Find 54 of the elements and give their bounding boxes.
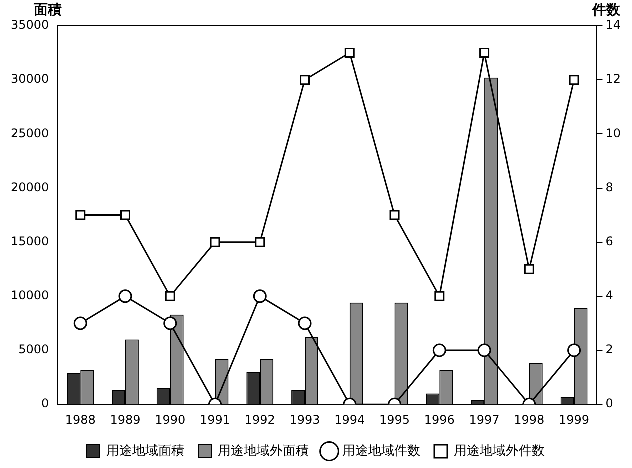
- y2-tick-label: 14: [606, 18, 622, 32]
- y2-tick-label: 8: [606, 180, 614, 194]
- point: [434, 291, 445, 302]
- y-tick-label: 20000: [10, 180, 50, 194]
- point: [253, 290, 267, 304]
- y-tick-label: 15000: [10, 234, 50, 248]
- point: [118, 290, 132, 304]
- y-tick-label: 0: [42, 396, 50, 411]
- point: [344, 48, 355, 58]
- x-tick-label: 1988: [65, 412, 96, 427]
- y-axis-title: 面積: [33, 2, 62, 19]
- y-tick-label: 30000: [10, 72, 50, 86]
- legend-label: 用途地域外件数: [454, 444, 545, 459]
- point: [165, 291, 176, 302]
- x-tick-label: 1991: [200, 412, 231, 427]
- y-tick-label: 5000: [18, 342, 50, 357]
- legend-label: 用途地域外面積: [218, 444, 309, 459]
- point: [300, 75, 310, 86]
- x-tick-label: 1998: [514, 412, 545, 427]
- y2-tick-label: 0: [606, 396, 614, 411]
- y-tick-label: 25000: [10, 126, 50, 140]
- legend-label: 用途地域件数: [342, 444, 420, 459]
- y2-tick-label: 10: [606, 126, 622, 140]
- point: [524, 264, 534, 274]
- y2-tick-label: 2: [606, 342, 614, 357]
- point: [74, 316, 88, 330]
- y2-tick-label: 6: [606, 234, 614, 248]
- point: [568, 344, 582, 358]
- x-tick-label: 1993: [290, 412, 320, 427]
- point: [432, 344, 446, 358]
- y2-axis-title: 件数: [592, 2, 622, 19]
- y-tick-label: 35000: [10, 18, 50, 32]
- y-tick-label: 10000: [10, 288, 50, 303]
- x-tick-label: 1994: [334, 412, 366, 427]
- point: [390, 210, 400, 220]
- point: [76, 210, 86, 220]
- x-tick-label: 1989: [110, 412, 141, 427]
- point: [255, 237, 266, 248]
- point: [164, 316, 178, 330]
- point: [569, 75, 580, 86]
- x-tick-label: 1997: [469, 412, 500, 427]
- point: [210, 237, 220, 248]
- x-tick-label: 1996: [424, 412, 455, 427]
- point: [480, 48, 490, 58]
- x-tick-label: 1992: [244, 412, 276, 427]
- point: [120, 210, 130, 220]
- y2-tick-label: 4: [606, 288, 614, 303]
- x-tick-label: 1995: [380, 412, 410, 427]
- y2-tick-label: 12: [606, 72, 622, 86]
- x-tick-label: 1990: [155, 412, 186, 427]
- point: [298, 316, 312, 330]
- point: [478, 344, 492, 358]
- x-tick-label: 1999: [559, 412, 590, 427]
- legend-label: 用途地域面積: [106, 444, 184, 459]
